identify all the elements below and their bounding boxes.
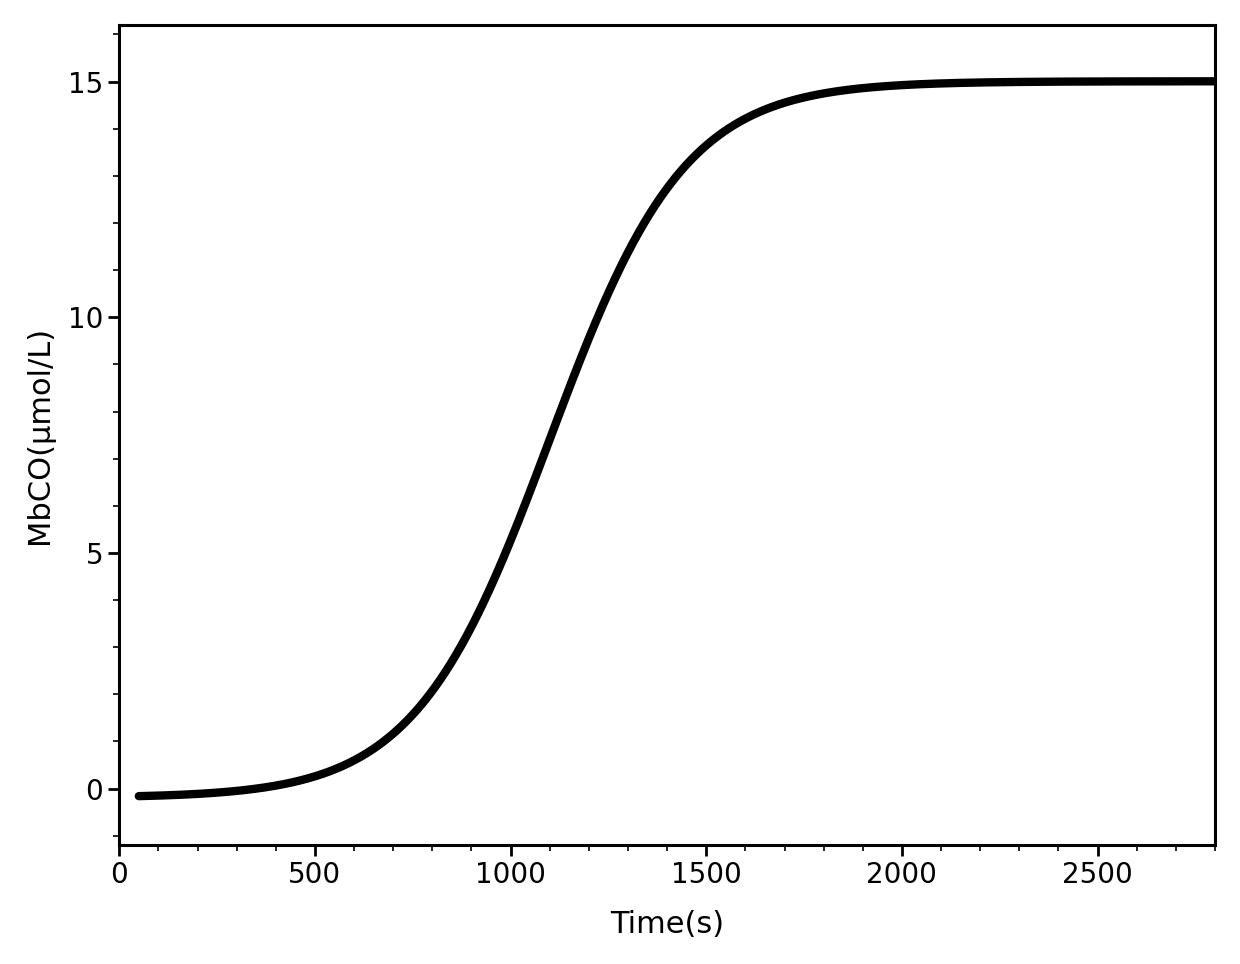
X-axis label: Time(s): Time(s) bbox=[610, 910, 724, 939]
Y-axis label: MbCO(μmol/L): MbCO(μmol/L) bbox=[25, 326, 55, 544]
